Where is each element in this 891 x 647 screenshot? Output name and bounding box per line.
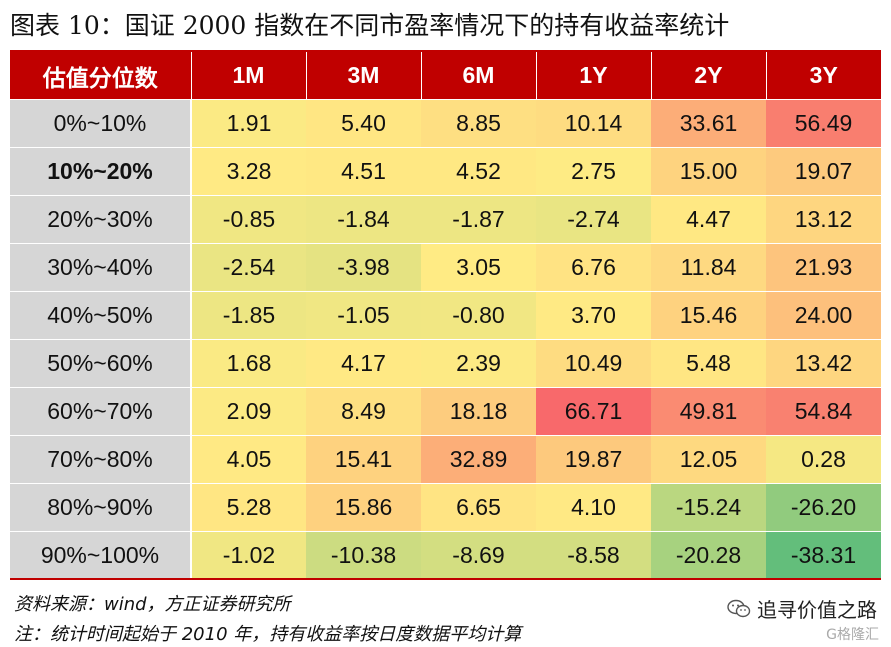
heatmap-cell: 4.10 bbox=[536, 483, 651, 532]
heatmap-cell: 13.12 bbox=[766, 195, 881, 244]
table-row: 10%~20% 3.28 4.51 4.52 2.75 15.00 19.07 bbox=[10, 147, 881, 196]
heatmap-cell: 8.85 bbox=[421, 99, 536, 148]
row-label: 60%~70% bbox=[10, 387, 192, 436]
heatmap-cell: 4.51 bbox=[306, 147, 421, 196]
heatmap-cell: 4.52 bbox=[421, 147, 536, 196]
heatmap-cell: 12.05 bbox=[651, 435, 766, 484]
table-row: 70%~80% 4.05 15.41 32.89 19.87 12.05 0.28 bbox=[10, 435, 881, 484]
header-row: 估值分位数 1M 3M 6M 1Y 2Y 3Y bbox=[10, 52, 881, 100]
heatmap-cell: 15.86 bbox=[306, 483, 421, 532]
heatmap-cell: 4.17 bbox=[306, 339, 421, 388]
heatmap-cell: 2.75 bbox=[536, 147, 651, 196]
heatmap-cell: 0.28 bbox=[766, 435, 881, 484]
heatmap-cell: 1.68 bbox=[191, 339, 306, 388]
heatmap-cell: 21.93 bbox=[766, 243, 881, 292]
heatmap-cell: -1.84 bbox=[306, 195, 421, 244]
heatmap-cell: 5.40 bbox=[306, 99, 421, 148]
table-row: 80%~90% 5.28 15.86 6.65 4.10 -15.24 -26.20 bbox=[10, 483, 881, 532]
table-row: 0%~10% 1.91 5.40 8.85 10.14 33.61 56.49 bbox=[10, 99, 881, 148]
heatmap-cell: 2.39 bbox=[421, 339, 536, 388]
table-row: 30%~40% -2.54 -3.98 3.05 6.76 11.84 21.93 bbox=[10, 243, 881, 292]
heatmap-cell: 1.91 bbox=[191, 99, 306, 148]
watermark-text: 追寻价值之路 bbox=[757, 598, 877, 622]
heatmap-cell: -10.38 bbox=[306, 531, 421, 579]
column-header-6m: 6M bbox=[420, 52, 536, 100]
heatmap-cell: -38.31 bbox=[766, 531, 881, 579]
heatmap-cell: -0.85 bbox=[191, 195, 306, 244]
row-label: 50%~60% bbox=[10, 339, 192, 388]
heatmap-cell: 19.87 bbox=[536, 435, 651, 484]
heatmap-cell: -26.20 bbox=[766, 483, 881, 532]
heatmap-cell: -8.58 bbox=[536, 531, 651, 579]
column-header-1m: 1M bbox=[190, 52, 306, 100]
table-row: 90%~100% -1.02 -10.38 -8.69 -8.58 -20.28 -38.3… bbox=[10, 531, 881, 579]
column-header-1y: 1Y bbox=[535, 52, 651, 100]
heatmap-cell: 4.47 bbox=[651, 195, 766, 244]
row-label: 20%~30% bbox=[10, 195, 192, 244]
bottom-rule bbox=[10, 578, 881, 580]
heatmap-cell: 15.46 bbox=[651, 291, 766, 340]
heatmap-cell: 5.28 bbox=[191, 483, 306, 532]
row-label: 30%~40% bbox=[10, 243, 192, 292]
wechat-icon bbox=[727, 599, 751, 617]
heatmap-cell: 8.49 bbox=[306, 387, 421, 436]
heatmap-cell: 66.71 bbox=[536, 387, 651, 436]
heatmap-cell: -8.69 bbox=[421, 531, 536, 579]
heatmap-cell: -3.98 bbox=[306, 243, 421, 292]
row-label: 40%~50% bbox=[10, 291, 192, 340]
heatmap-cell: -1.05 bbox=[306, 291, 421, 340]
column-header-3y: 3Y bbox=[765, 52, 881, 100]
heatmap-cell: 10.14 bbox=[536, 99, 651, 148]
heatmap-cell: 54.84 bbox=[766, 387, 881, 436]
heatmap-cell: 56.49 bbox=[766, 99, 881, 148]
footnote: 注：统计时间起始于 2010 年，持有收益率按日度数据平均计算 bbox=[14, 624, 522, 645]
heatmap-cell: 6.65 bbox=[421, 483, 536, 532]
heatmap-cell: 49.81 bbox=[651, 387, 766, 436]
table-row: 50%~60% 1.68 4.17 2.39 10.49 5.48 13.42 bbox=[10, 339, 881, 388]
heatmap-cell: 3.70 bbox=[536, 291, 651, 340]
row-label: 70%~80% bbox=[10, 435, 192, 484]
heatmap-cell: 3.05 bbox=[421, 243, 536, 292]
chart-title: 图表 10：国证 2000 指数在不同市盈率情况下的持有收益率统计 bbox=[10, 11, 730, 40]
heatmap-cell: -0.80 bbox=[421, 291, 536, 340]
heatmap-cell: 10.49 bbox=[536, 339, 651, 388]
heatmap-cell: -1.87 bbox=[421, 195, 536, 244]
heatmap-cell: 4.05 bbox=[191, 435, 306, 484]
row-label: 80%~90% bbox=[10, 483, 192, 532]
source-note: 资料来源：wind，方正证券研究所 bbox=[14, 594, 291, 615]
heatmap-cell: 24.00 bbox=[766, 291, 881, 340]
heatmap-cell: 5.48 bbox=[651, 339, 766, 388]
heatmap-cell: 19.07 bbox=[766, 147, 881, 196]
watermark: 追寻价值之路 bbox=[727, 594, 877, 623]
table-row: 40%~50% -1.85 -1.05 -0.80 3.70 15.46 24.00 bbox=[10, 291, 881, 340]
heatmap-cell: 33.61 bbox=[651, 99, 766, 148]
heatmap-cell: -20.28 bbox=[651, 531, 766, 579]
top-rule bbox=[10, 50, 881, 52]
row-label: 90%~100% bbox=[10, 531, 192, 579]
heatmap-cell: -1.85 bbox=[191, 291, 306, 340]
heatmap-table: 估值分位数 1M 3M 6M 1Y 2Y 3Y 0%~10% 1.91 5.40 8.85 10.1… bbox=[10, 52, 881, 579]
heatmap-cell: 15.00 bbox=[651, 147, 766, 196]
heatmap-cell: -2.74 bbox=[536, 195, 651, 244]
heatmap-cell: 2.09 bbox=[191, 387, 306, 436]
corner-label: 估值分位数 bbox=[10, 52, 191, 100]
watermark-logo: G格隆汇 bbox=[826, 627, 879, 643]
heatmap-cell: 15.41 bbox=[306, 435, 421, 484]
heatmap-cell: 13.42 bbox=[766, 339, 881, 388]
heatmap-cell: 32.89 bbox=[421, 435, 536, 484]
table-row: 60%~70% 2.09 8.49 18.18 66.71 49.81 54.84 bbox=[10, 387, 881, 436]
heatmap-cell: -15.24 bbox=[651, 483, 766, 532]
table-body: 0%~10% 1.91 5.40 8.85 10.14 33.61 56.49 10%~20%… bbox=[10, 99, 881, 579]
row-label: 10%~20% bbox=[10, 147, 192, 196]
table-row: 20%~30% -0.85 -1.84 -1.87 -2.74 4.47 13.12 bbox=[10, 195, 881, 244]
row-label: 0%~10% bbox=[10, 99, 192, 148]
heatmap-cell: 3.28 bbox=[191, 147, 306, 196]
heatmap-cell: 6.76 bbox=[536, 243, 651, 292]
heatmap-cell: -1.02 bbox=[191, 531, 306, 579]
heatmap-cell: -2.54 bbox=[191, 243, 306, 292]
heatmap-cell: 11.84 bbox=[651, 243, 766, 292]
column-header-2y: 2Y bbox=[650, 52, 766, 100]
heatmap-cell: 18.18 bbox=[421, 387, 536, 436]
column-header-3m: 3M bbox=[305, 52, 421, 100]
